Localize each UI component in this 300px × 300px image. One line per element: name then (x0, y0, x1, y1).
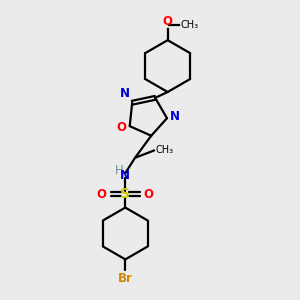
Text: O: O (116, 121, 126, 134)
Text: CH₃: CH₃ (156, 146, 174, 155)
Text: O: O (97, 188, 107, 201)
Text: H: H (115, 164, 124, 177)
Text: S: S (120, 187, 130, 201)
Text: CH₃: CH₃ (180, 20, 198, 30)
Text: N: N (120, 87, 130, 101)
Text: Br: Br (118, 272, 133, 285)
Text: N: N (120, 169, 130, 182)
Text: O: O (163, 15, 173, 28)
Text: O: O (144, 188, 154, 201)
Text: N: N (170, 110, 180, 123)
